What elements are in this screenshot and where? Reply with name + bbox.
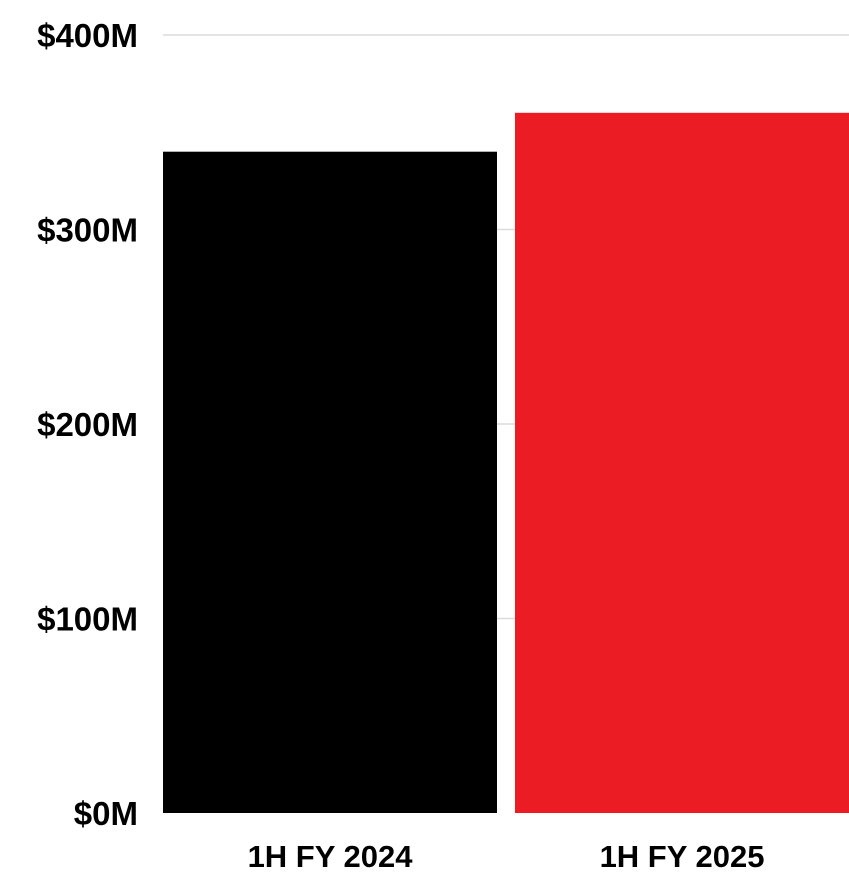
y-tick-label: $300M (37, 212, 138, 249)
x-axis-category-labels: 1H FY 2024 1H FY 2025 (248, 839, 765, 873)
y-axis-tick-labels: $0M $100M $200M $300M $400M (37, 17, 138, 832)
y-tick-label: $100M (37, 601, 138, 638)
y-tick-label: $0M (74, 795, 138, 832)
bar-1h-fy-2025 (515, 112, 849, 814)
x-category-label: 1H FY 2025 (600, 839, 765, 873)
x-category-label: 1H FY 2024 (248, 839, 414, 873)
y-tick-label: $400M (37, 17, 138, 54)
y-tick-label: $200M (37, 406, 138, 443)
bars (163, 112, 849, 814)
bar-1h-fy-2024 (163, 151, 497, 813)
